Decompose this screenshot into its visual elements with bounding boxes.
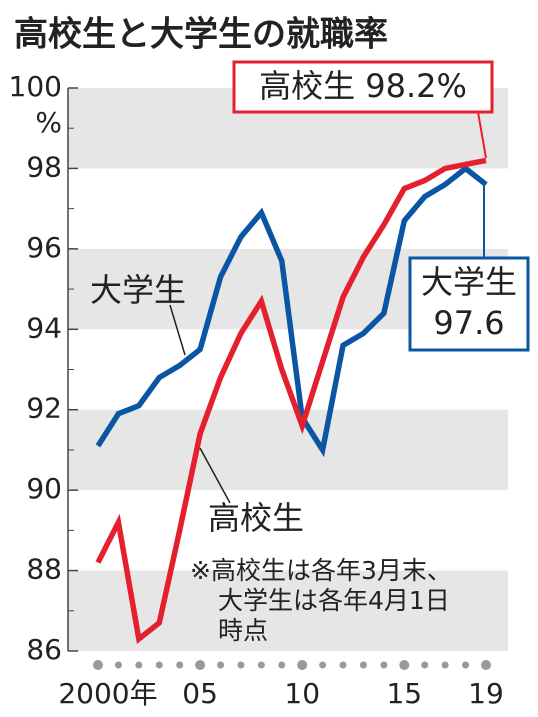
leader [199, 447, 231, 504]
x-dot [297, 660, 308, 670]
x-dot [359, 661, 367, 669]
y-tick-label: 88 [26, 553, 62, 586]
leader [169, 304, 186, 356]
x-dot [217, 661, 225, 669]
y-tick-label: 98 [26, 150, 62, 183]
x-dot [380, 661, 388, 669]
series-line [95, 164, 488, 458]
note: ※高校生は各年3月末、 [190, 556, 452, 585]
x-dot [176, 661, 184, 669]
x-tick-label: 10 [284, 677, 320, 710]
x-dot [462, 661, 470, 669]
leader [477, 111, 487, 159]
note: 大学生は各年4月1日 [218, 586, 450, 615]
callout-box [232, 60, 494, 114]
series-line [95, 157, 487, 644]
y-tick-label: 100 [9, 70, 62, 103]
band [68, 409, 508, 491]
y-tick-label: 92 [26, 392, 62, 425]
x-dot [441, 661, 449, 669]
x-dot [319, 661, 327, 669]
x-dot [480, 660, 491, 670]
y-tick-label: 86 [26, 633, 62, 666]
x-dot [195, 660, 206, 670]
x-tick-label: 2000年 [58, 677, 157, 710]
series-label: 大学生 [90, 271, 186, 309]
callout-text: 大学生 [421, 263, 517, 301]
x-tick-label: 15 [386, 677, 422, 710]
x-dot [339, 661, 347, 669]
x-dot [237, 661, 245, 669]
y-unit: % [35, 106, 62, 139]
x-dot [93, 660, 103, 670]
x-dot [135, 661, 143, 669]
chart-title: 高校生と大学生の就職率 [14, 15, 388, 55]
y-tick-label: 96 [26, 231, 62, 264]
x-dot [278, 661, 286, 669]
callout-text: 高校生 98.2% [259, 67, 467, 105]
x-tick-label: 05 [182, 677, 218, 710]
series-label: 高校生 [208, 499, 304, 537]
x-dot [257, 661, 265, 669]
callout-box [408, 256, 530, 352]
x-dot [155, 661, 163, 669]
x-dot [421, 661, 429, 669]
y-tick-label: 94 [26, 311, 62, 344]
x-dot [114, 661, 122, 669]
x-tick-label: 19 [468, 677, 504, 710]
x-dot [399, 660, 410, 670]
y-tick-label: 90 [26, 472, 62, 505]
note: 時点 [218, 616, 268, 645]
callout-text: 97.6 [433, 304, 504, 342]
